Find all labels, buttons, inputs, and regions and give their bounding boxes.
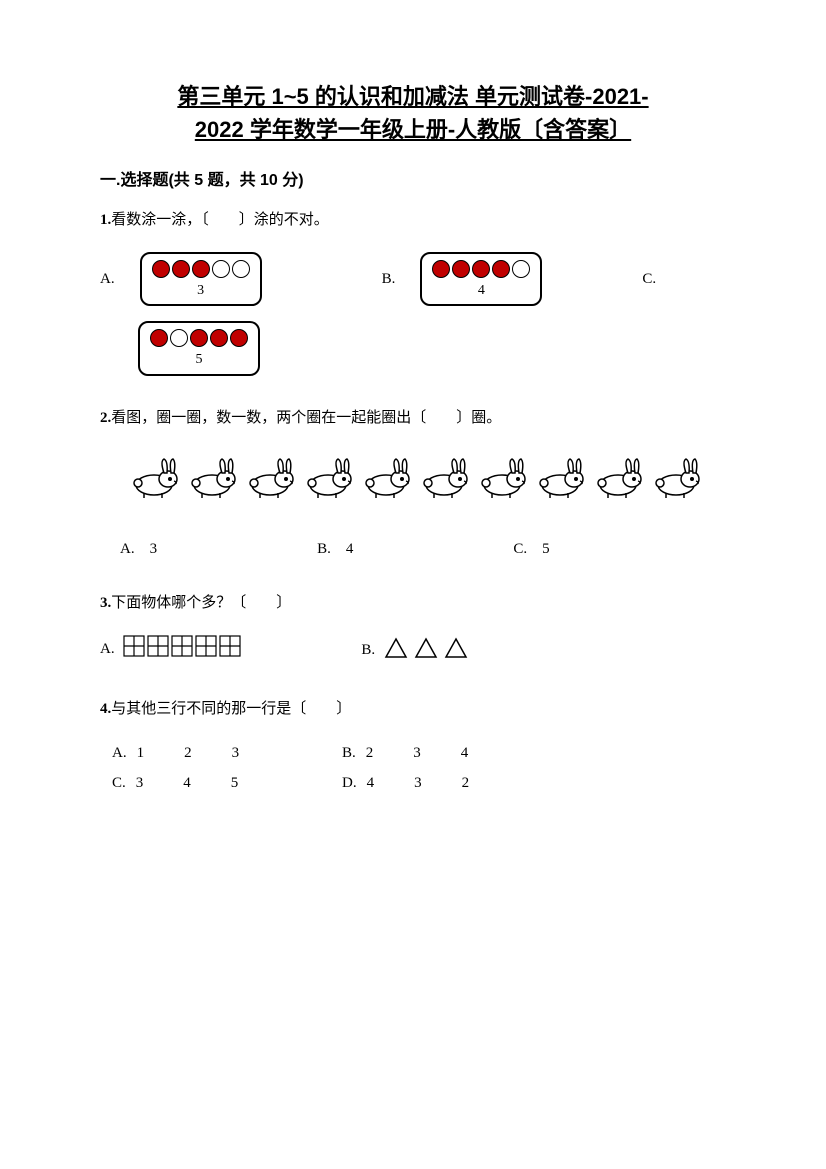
q4-text: 4.与其他三行不同的那一行是〔 〕 [100, 697, 726, 721]
circle-icon [192, 260, 210, 278]
rabbit-icon [588, 455, 644, 499]
q1-box-c: 5 [138, 321, 260, 375]
q1-box-a: 3 [140, 252, 262, 306]
circle-icon [212, 260, 230, 278]
rabbit-icon [646, 455, 702, 499]
circle-icon [170, 329, 188, 347]
title-line2: 2022 学年数学一年级上册-人教版〔含答案〕 [195, 117, 631, 142]
circle-icon [512, 260, 530, 278]
rabbit-icon [298, 455, 354, 499]
q4-row-d: D.432 [342, 771, 572, 795]
circle-icon [492, 260, 510, 278]
q4-row-a: A.123 [112, 741, 342, 765]
q1-box-a-num: 3 [152, 280, 250, 302]
circle-icon [232, 260, 250, 278]
q3-options: A. B. [100, 635, 726, 667]
q1-opt-b-label: B. [382, 267, 396, 291]
q1-text: 1.看数涂一涂，〔 〕涂的不对。 [100, 208, 726, 232]
question-4: 4.与其他三行不同的那一行是〔 〕 A.123 B.234 C.345 D.43… [100, 697, 726, 795]
q4-row-c: C.345 [112, 771, 342, 795]
title-line1: 第三单元 1~5 的认识和加减法 单元测试卷-2021- [177, 84, 648, 109]
triangle-icon [384, 637, 408, 659]
q1-opt-a-label: A. [100, 267, 115, 291]
question-2: 2.看图，圈一圈，数一数，两个圈在一起能圈出〔 〕圈。 A. 3 B. 4 C.… [100, 406, 726, 561]
rabbit-icon [124, 455, 180, 499]
question-1: 1.看数涂一涂，〔 〕涂的不对。 A. 3 B. 4 C. 5 [100, 208, 726, 376]
grid-icon [195, 635, 217, 657]
rabbit-icon [530, 455, 586, 499]
circle-icon [150, 329, 168, 347]
circle-icon [152, 260, 170, 278]
q2-text: 2.看图，圈一圈，数一数，两个圈在一起能圈出〔 〕圈。 [100, 406, 726, 430]
rabbit-icon [414, 455, 470, 499]
q3-text: 3.下面物体哪个多？〔 〕 [100, 591, 726, 615]
rabbit-icon [356, 455, 412, 499]
q1-row1: A. 3 B. 4 C. [100, 252, 726, 306]
q2-opt-b: B. 4 [317, 537, 353, 561]
circle-icon [432, 260, 450, 278]
q1-row2: 5 [100, 321, 726, 375]
question-3: 3.下面物体哪个多？〔 〕 A. B. [100, 591, 726, 667]
q4-row-b: B.234 [342, 741, 572, 765]
q1-box-b-num: 4 [432, 280, 530, 302]
q1-opt-c-label: C. [642, 267, 656, 291]
q2-opt-a: A. 3 [120, 537, 157, 561]
circle-icon [190, 329, 208, 347]
circle-icon [230, 329, 248, 347]
grid-icon [123, 635, 145, 657]
grid-icon [219, 635, 241, 657]
q1-box-c-num: 5 [150, 349, 248, 371]
page-title: 第三单元 1~5 的认识和加减法 单元测试卷-2021- 2022 学年数学一年… [100, 80, 726, 146]
rabbit-icon [472, 455, 528, 499]
q3-opt-b: B. [361, 635, 468, 667]
q1-box-b: 4 [420, 252, 542, 306]
rabbit-icon [182, 455, 238, 499]
grid-icon [147, 635, 169, 657]
rabbit-icon [240, 455, 296, 499]
circle-icon [172, 260, 190, 278]
q4-grid: A.123 B.234 C.345 D.432 [112, 741, 726, 795]
section-header: 一.选择题(共 5 题，共 10 分) [100, 166, 726, 190]
rabbit-row [100, 455, 726, 507]
circle-icon [452, 260, 470, 278]
q2-options: A. 3 B. 4 C. 5 [120, 537, 726, 561]
grid-icon [171, 635, 193, 657]
triangle-icon [444, 637, 468, 659]
circle-icon [472, 260, 490, 278]
q3-opt-a: A. [100, 635, 241, 665]
q2-opt-c: C. 5 [513, 537, 549, 561]
circle-icon [210, 329, 228, 347]
triangle-icon [414, 637, 438, 659]
